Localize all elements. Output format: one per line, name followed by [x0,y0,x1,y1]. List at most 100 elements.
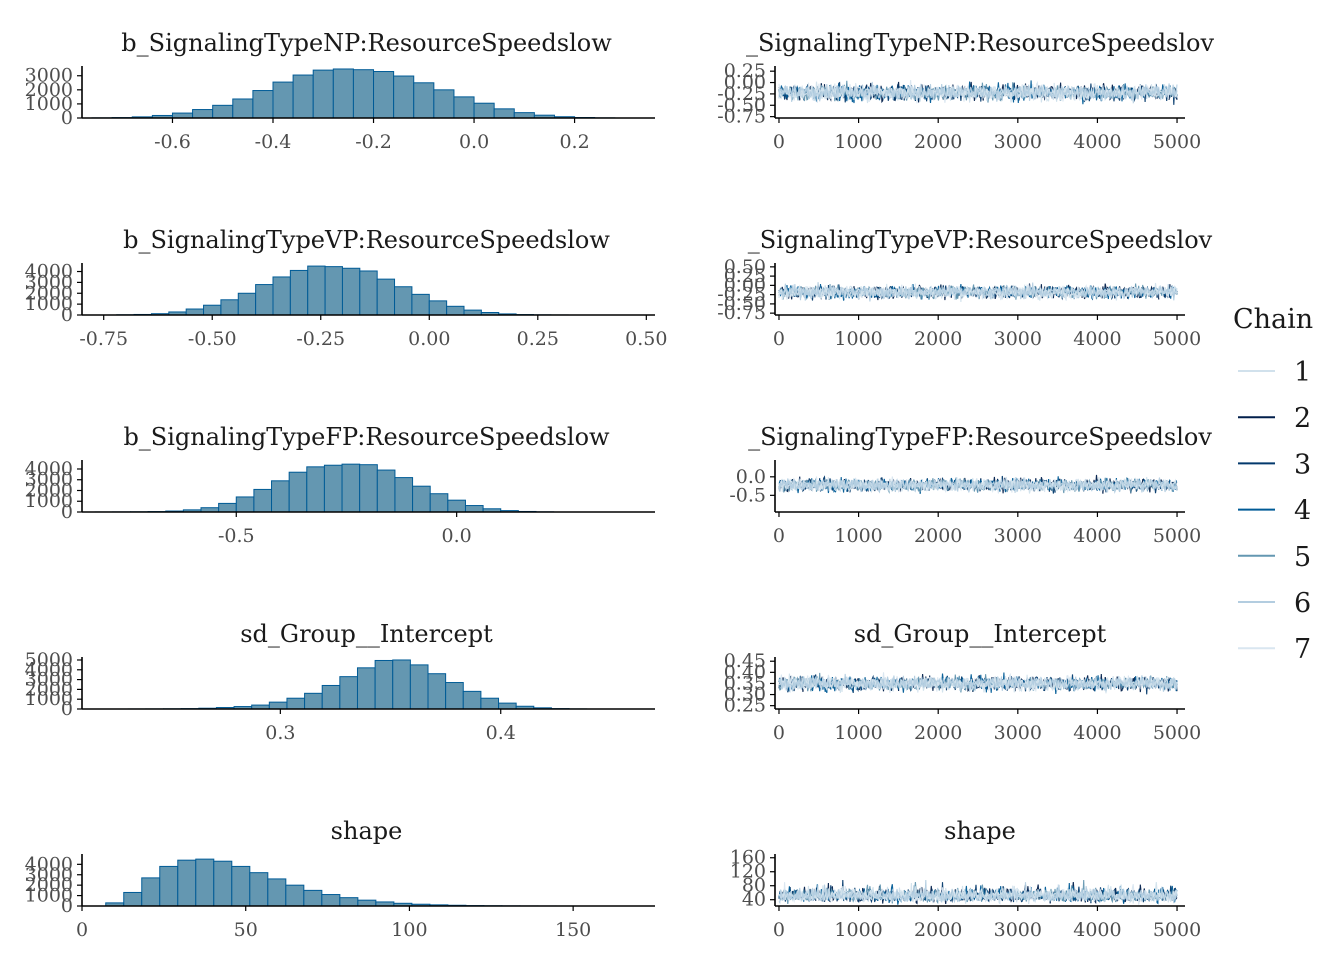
trace-panel: _SignalingTypeVP:ResourceSpeedslov 0 1000 2… [717,226,1212,350]
trace-line-chain-6 [778,81,1178,102]
histogram-bar [232,98,254,119]
histogram-y-tick-label: 1000 [25,93,73,115]
histogram-bar [288,471,308,513]
legend-label-chain-1: 1 [1294,357,1311,388]
trace-y-tick-label: -0.50 [717,94,766,116]
histogram-bar [446,305,465,316]
histogram-bar [413,82,435,119]
histogram-y-tick-label: 0 [61,107,73,129]
legend-label-chain-5: 5 [1294,542,1311,573]
histogram-bar [304,692,323,710]
histogram-y-tick-label: 5000 [25,649,73,671]
trace-x-tick-label: 2000 [914,525,962,547]
histogram-bar [268,701,288,710]
histogram-bar [235,496,255,513]
trace-x-tick-label: 3000 [994,131,1042,153]
histogram-y-tick-label: 2000 [25,479,73,501]
trace-title: shape [944,817,1016,845]
histogram-y-tick-label: 3000 [25,469,73,491]
histogram-panel: b_SignalingTypeNP:ResourceSpeedslow -0.6 -… [25,29,655,153]
histogram-bar [141,877,161,907]
trace-x-tick-label: 2000 [914,919,962,941]
histogram-x-tick-label: 150 [555,919,591,941]
trace-x-tick-label: 2000 [914,722,962,744]
histogram-x-tick-label: -0.50 [188,328,237,350]
legend-title: Chain [1233,304,1313,335]
trace-x-tick-label: 0 [773,919,785,941]
trace-x-tick-label: 4000 [1073,919,1121,941]
histogram-bar [433,89,455,119]
trace-y-tick-label: 0.25 [724,60,766,82]
histogram-bar [373,71,395,119]
histogram-bar [359,464,378,513]
panels: b_SignalingTypeNP:ResourceSpeedslow -0.6 -… [25,29,1215,941]
histogram-bar [220,299,239,316]
trace-y-tick-label: 0.25 [724,265,766,287]
histogram-x-tick-label: 0.25 [517,328,559,350]
trace-y-tick-label: 40 [742,889,766,911]
trace-x-tick-label: 4000 [1073,525,1121,547]
histogram-x-tick-label: -0.6 [154,131,191,153]
trace-x-tick-label: 2000 [914,328,962,350]
histogram-bar [289,269,309,316]
histogram-bar [159,865,179,907]
trace-y-tick-label: 80 [742,875,766,897]
histogram-bar [473,102,495,119]
histogram-y-tick-label: 2000 [25,282,73,304]
trace-x-tick-label: 2000 [914,131,962,153]
histogram-y-tick-label: 3000 [25,271,73,293]
histogram-y-tick-label: 1000 [25,885,73,907]
trace-lines [778,879,1178,905]
trace-y-tick-label: -0.25 [717,83,766,105]
histogram-x-tick-label: -0.2 [355,131,392,153]
histogram-x-tick-label: 0 [76,919,88,941]
histogram-bar [409,664,429,710]
trace-x-tick-label: 5000 [1153,919,1201,941]
histogram-y-tick-label: 1000 [25,293,73,315]
histogram-y-tick-label: 3000 [25,864,73,886]
trace-y-tick-label: 0.00 [724,274,766,296]
trace-x-tick-label: 5000 [1153,328,1201,350]
trace-line-chain-6 [778,879,1178,905]
trace-x-tick-label: 0 [773,525,785,547]
histogram-bar [376,469,396,513]
histogram-bar [307,265,326,316]
histogram-title: b_SignalingTypeFP:ResourceSpeedslow [123,423,610,451]
histogram-bar [447,499,466,513]
histogram-bar [192,109,214,119]
histogram-title: b_SignalingTypeNP:ResourceSpeedslow [121,29,612,57]
trace-y-tick-label: -0.5 [729,484,766,506]
histogram-bar [480,697,500,710]
histogram-bar [428,300,448,316]
histogram-y-tick-label: 0 [61,895,73,917]
histogram-title: sd_Group__Intercept [240,620,493,648]
histogram-bar [177,859,197,907]
trace-y-tick-label: 0.30 [724,684,766,706]
trace-title: _SignalingTypeNP:ResourceSpeedslov [746,29,1215,57]
histogram-x-tick-label: -0.4 [255,131,292,153]
histogram-bar [392,659,411,710]
histogram-bar [324,266,343,316]
trace-panel: _SignalingTypeFP:ResourceSpeedslov 0 1000 2… [729,423,1212,547]
trace-x-tick-label: 5000 [1153,525,1201,547]
histogram-bar [272,276,291,316]
histogram-bar [231,865,251,907]
legend-label-chain-6: 6 [1294,588,1311,619]
histogram-y-tick-label: 1000 [25,490,73,512]
parameter-row: b_SignalingTypeFP:ResourceSpeedslow -0.5 0… [25,423,1213,547]
histogram-bar [352,69,375,119]
histogram-bar [249,872,269,907]
trace-x-tick-label: 3000 [994,722,1042,744]
histogram-y-tick-label: 4000 [25,659,73,681]
trace-x-tick-label: 4000 [1073,328,1121,350]
histogram-y-tick-label: 4000 [25,458,73,480]
trace-y-tick-label: 0.40 [724,661,766,683]
trace-y-tick-label: 0.00 [724,72,766,94]
histogram-bar [356,667,376,710]
trace-y-tick-label: 0.35 [724,672,766,694]
trace-lines [778,672,1178,695]
trace-lines [778,282,1178,303]
histogram-bar [213,860,233,907]
trace-y-tick-label: 0.45 [724,650,766,672]
parameter-row: b_SignalingTypeVP:ResourceSpeedslow -0.75… [25,226,1213,350]
